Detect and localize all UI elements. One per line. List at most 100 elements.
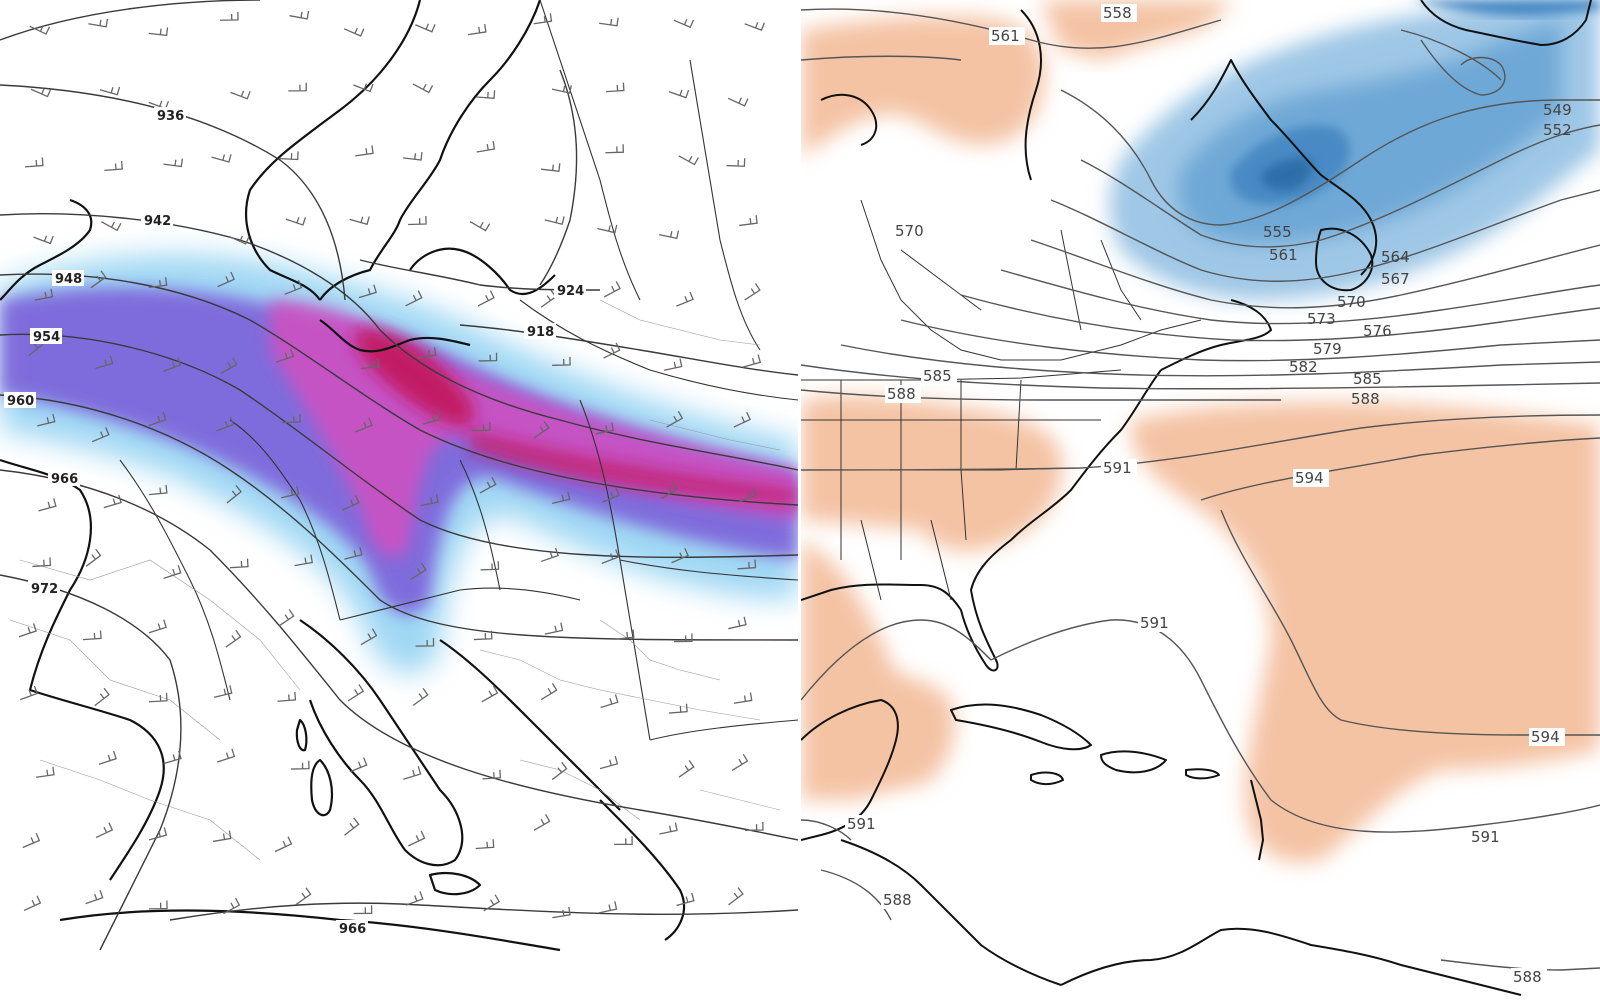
wind-barb [85,889,104,905]
wind-barb [469,221,491,232]
wind-barb [728,616,747,630]
wind-barb [737,559,757,570]
contour-label: 570 [895,222,924,240]
wind-barb [601,549,620,564]
contour-label: 585 [1353,370,1382,388]
wind-barb [360,628,378,646]
wind-barb [344,546,363,560]
wind-barb [605,82,625,93]
wind-barb [615,629,635,640]
wind-barb [95,355,114,369]
wind-barb [544,216,565,225]
contour-label: 591 [1103,459,1132,477]
wind-barb [229,235,250,245]
wind-barb [38,498,57,512]
wind-barb [217,271,235,288]
wind-barb [403,151,423,161]
wind-barb [599,17,619,27]
wind-barb [599,755,619,770]
wind-barb [417,347,437,359]
wind-barb [37,413,56,427]
wind-barb [225,629,242,648]
country-borders [119,0,798,741]
wind-barb [355,145,374,157]
wind-barb [85,548,102,567]
cold-anomaly-shading [1109,0,1600,300]
wind-barb [533,13,553,25]
wind-barb [149,900,168,910]
wind-barb [220,357,238,374]
contour-labels: 936 942 948 954 960 966 972 924 918 966 [4,107,586,937]
contour-label: 936 [157,109,184,124]
contour-label: 924 [557,284,584,299]
wind-barb [226,485,242,504]
wind-barb [477,290,495,307]
wind-barb [678,760,695,778]
wind-barb [18,623,37,638]
wind-barb [29,25,51,35]
wind-barb [602,487,620,503]
wind-barb [408,215,427,226]
wind-barb [214,685,233,698]
wind-barb [148,27,169,37]
contour-label: 918 [527,325,554,340]
wind-barb [422,411,441,425]
height-labels: 558 561 570 549 552 555 561 564 567 570 … [845,4,1572,986]
europe-precipitation-map: 936 942 948 954 960 966 972 924 918 966 [0,0,798,1000]
wind-barbs [18,10,765,919]
contour-label: 591 [1140,614,1169,632]
wind-barb [468,23,487,36]
wind-barb [360,358,380,370]
wind-barb [475,839,495,850]
wind-barb [22,832,41,849]
wind-barb [412,687,429,706]
wind-barb [347,684,365,702]
wind-barb [163,564,182,579]
wind-barb [676,892,695,907]
wind-barb [148,692,168,703]
wind-barb [98,750,117,765]
contour-label: 576 [1363,322,1392,340]
wind-barb [275,348,295,363]
wind-barb [598,901,618,914]
wind-barb [533,420,550,439]
contour-label: 948 [55,272,82,287]
wind-barb [742,354,762,368]
wind-barb [739,487,757,503]
wind-barb [552,491,571,505]
wind-barb [668,89,690,99]
wind-barb [540,683,558,701]
contour-label: 549 [1543,101,1572,119]
wind-barb [479,477,497,494]
contour-label: 555 [1263,223,1292,241]
wind-barb [597,224,618,234]
contour-label: 966 [339,922,366,937]
wind-barb [666,410,684,428]
wind-barb [731,753,749,771]
wind-barb [481,685,499,703]
wind-barb [284,279,303,295]
wind-barb [673,633,693,643]
wind-barb [480,561,500,571]
wind-barb [343,27,365,37]
wind-barb [230,90,251,100]
wind-barb [95,822,114,839]
panel-divider [798,0,801,1000]
wind-barb [100,221,122,232]
wind-barb [290,760,310,770]
wind-barb [83,630,102,641]
contour-label: 954 [33,330,60,345]
wind-barb [163,357,182,372]
wind-barb [663,358,683,371]
wind-barb [551,761,568,781]
wind-barb [603,281,621,298]
wind-barb [104,160,123,172]
wind-barb [358,284,377,299]
wind-barb [90,270,107,289]
contour-label: 588 [1513,968,1542,986]
wind-barb [212,830,232,843]
wind-barb [216,416,235,432]
wind-barb [603,342,621,359]
wind-barb [415,637,435,647]
wind-barb [229,558,249,569]
